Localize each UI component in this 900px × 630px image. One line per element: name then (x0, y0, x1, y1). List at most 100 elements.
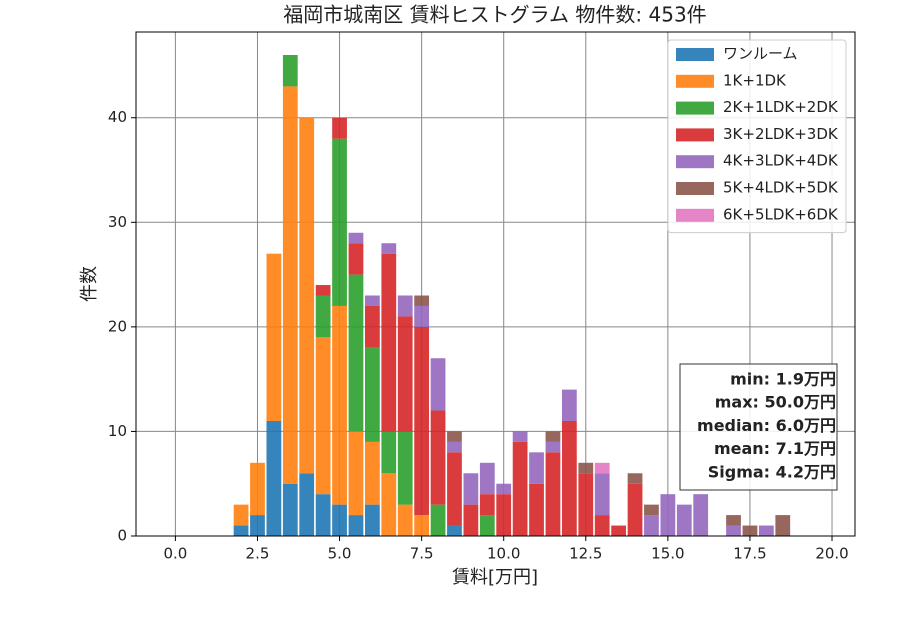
bar (332, 504, 347, 536)
y-axis-label: 件数 (79, 266, 100, 302)
chart-title: 福岡市城南区 賃料ヒストグラム 物件数: 453件 (283, 3, 706, 27)
bar (315, 295, 331, 338)
stats-line: median: 6.0万円 (697, 416, 836, 435)
bar (644, 515, 659, 536)
plot-frame (135, 31, 856, 537)
bar (381, 253, 397, 432)
x-tick-label: 12.5 (569, 545, 602, 563)
bar (397, 504, 413, 536)
y-tick-label: 0 (117, 527, 127, 545)
bar (364, 295, 380, 306)
x-tick-label: 7.5 (410, 545, 434, 563)
bar (496, 494, 512, 536)
bar (775, 515, 791, 536)
y-tick-label: 40 (108, 108, 127, 126)
stats-line: min: 1.9万円 (730, 370, 836, 389)
bar (726, 525, 741, 536)
bar (332, 138, 347, 306)
bar (463, 473, 479, 505)
bar (381, 431, 397, 474)
bar (282, 55, 298, 87)
bar (414, 295, 430, 306)
bar (348, 515, 364, 536)
bar (381, 243, 397, 254)
bar (676, 504, 692, 536)
bar (726, 515, 741, 526)
bar (545, 441, 561, 453)
bar (512, 431, 528, 442)
stats-line: Sigma: 4.2万円 (708, 462, 836, 481)
bar (561, 389, 577, 421)
bar (250, 515, 265, 536)
bar (512, 441, 528, 536)
legend-label: 2K+1LDK+2DK (723, 98, 839, 116)
x-tick-label: 20.0 (815, 545, 848, 563)
bar (479, 515, 495, 536)
bar (233, 504, 249, 526)
bar (578, 473, 594, 536)
bar (315, 494, 331, 536)
bar (266, 420, 282, 536)
bar (282, 86, 298, 484)
bar (545, 452, 561, 536)
bar (430, 358, 446, 411)
bar (742, 525, 758, 536)
y-tick-label: 10 (108, 422, 127, 440)
bar (315, 285, 331, 296)
bar (447, 452, 462, 526)
legend-label: 1K+1DK (723, 71, 787, 89)
bar (758, 525, 774, 536)
legend-label: 6K+5LDK+6DK (723, 205, 839, 223)
stats-line: max: 50.0万円 (715, 393, 836, 412)
bar (332, 117, 347, 139)
legend-swatch (676, 101, 714, 115)
bar (348, 243, 364, 275)
bar (381, 473, 397, 536)
bar (529, 483, 544, 536)
bar (266, 253, 282, 421)
x-tick-label: 0.0 (163, 545, 187, 563)
bar (594, 473, 610, 516)
bar (348, 274, 364, 432)
x-tick-label: 2.5 (246, 545, 270, 563)
bar (627, 483, 643, 536)
bar (479, 494, 495, 516)
bar (479, 462, 495, 495)
y-tick-label: 30 (108, 213, 127, 231)
bar (594, 515, 610, 536)
bar (364, 305, 380, 348)
x-tick-label: 5.0 (328, 545, 352, 563)
bar (496, 483, 512, 495)
legend-swatch (676, 48, 714, 61)
bar (430, 504, 446, 536)
bar (447, 431, 462, 442)
x-axis-label: 賃料[万円] (452, 567, 538, 588)
bar (430, 410, 446, 505)
stats-line: mean: 7.1万円 (714, 439, 836, 458)
bar (315, 337, 331, 495)
bar (545, 431, 561, 442)
bar (660, 494, 676, 536)
bar (233, 525, 249, 536)
bar (594, 462, 610, 474)
bar (627, 473, 643, 484)
bar (414, 515, 430, 536)
bar (578, 462, 594, 474)
bar (644, 504, 659, 516)
bar (299, 117, 315, 474)
x-tick-label: 15.0 (651, 545, 684, 563)
bar (529, 452, 544, 484)
bar (397, 431, 413, 505)
bar (348, 232, 364, 244)
legend-swatch (676, 155, 714, 169)
bar (447, 441, 462, 453)
bar (282, 483, 298, 536)
y-tick-label: 20 (108, 317, 127, 335)
stats-box (679, 363, 838, 491)
bar (561, 420, 577, 536)
bar (397, 295, 413, 317)
bar (611, 525, 627, 536)
bar (364, 347, 380, 442)
legend-swatch (676, 182, 714, 195)
x-tick-label: 17.5 (733, 545, 766, 563)
